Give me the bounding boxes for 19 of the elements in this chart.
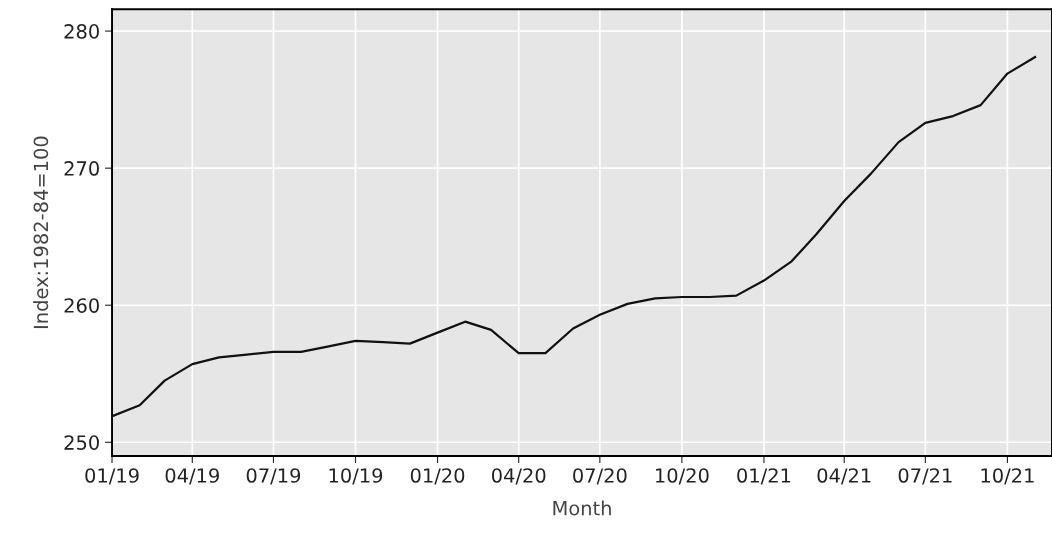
x-tick-label: 10/20 [656, 468, 709, 485]
x-tick-label: 07/19 [246, 468, 301, 485]
x-tick-label: 04/20 [491, 468, 546, 485]
x-tick-label: 07/20 [573, 468, 627, 485]
y-tick-label: 270 [64, 161, 99, 176]
x-tick-label: 01/21 [737, 468, 791, 485]
y-axis-title: Index:1982-84=100 [33, 136, 49, 329]
y-tick-label: 250 [64, 435, 99, 450]
y-tick-label: 260 [64, 298, 99, 313]
x-tick-label: 10/19 [329, 468, 383, 485]
line-series [112, 56, 1037, 418]
x-tick-label: 01/19 [85, 468, 139, 485]
x-tick-label: 04/21 [817, 468, 871, 485]
x-tick-label: 01/20 [410, 468, 465, 485]
x-tick-label: 04/19 [165, 468, 219, 485]
x-tick-label: 07/21 [898, 468, 952, 485]
x-tick-label: 10/21 [981, 468, 1034, 485]
y-tick-label: 280 [64, 24, 99, 39]
x-axis-title: Month [553, 500, 611, 516]
